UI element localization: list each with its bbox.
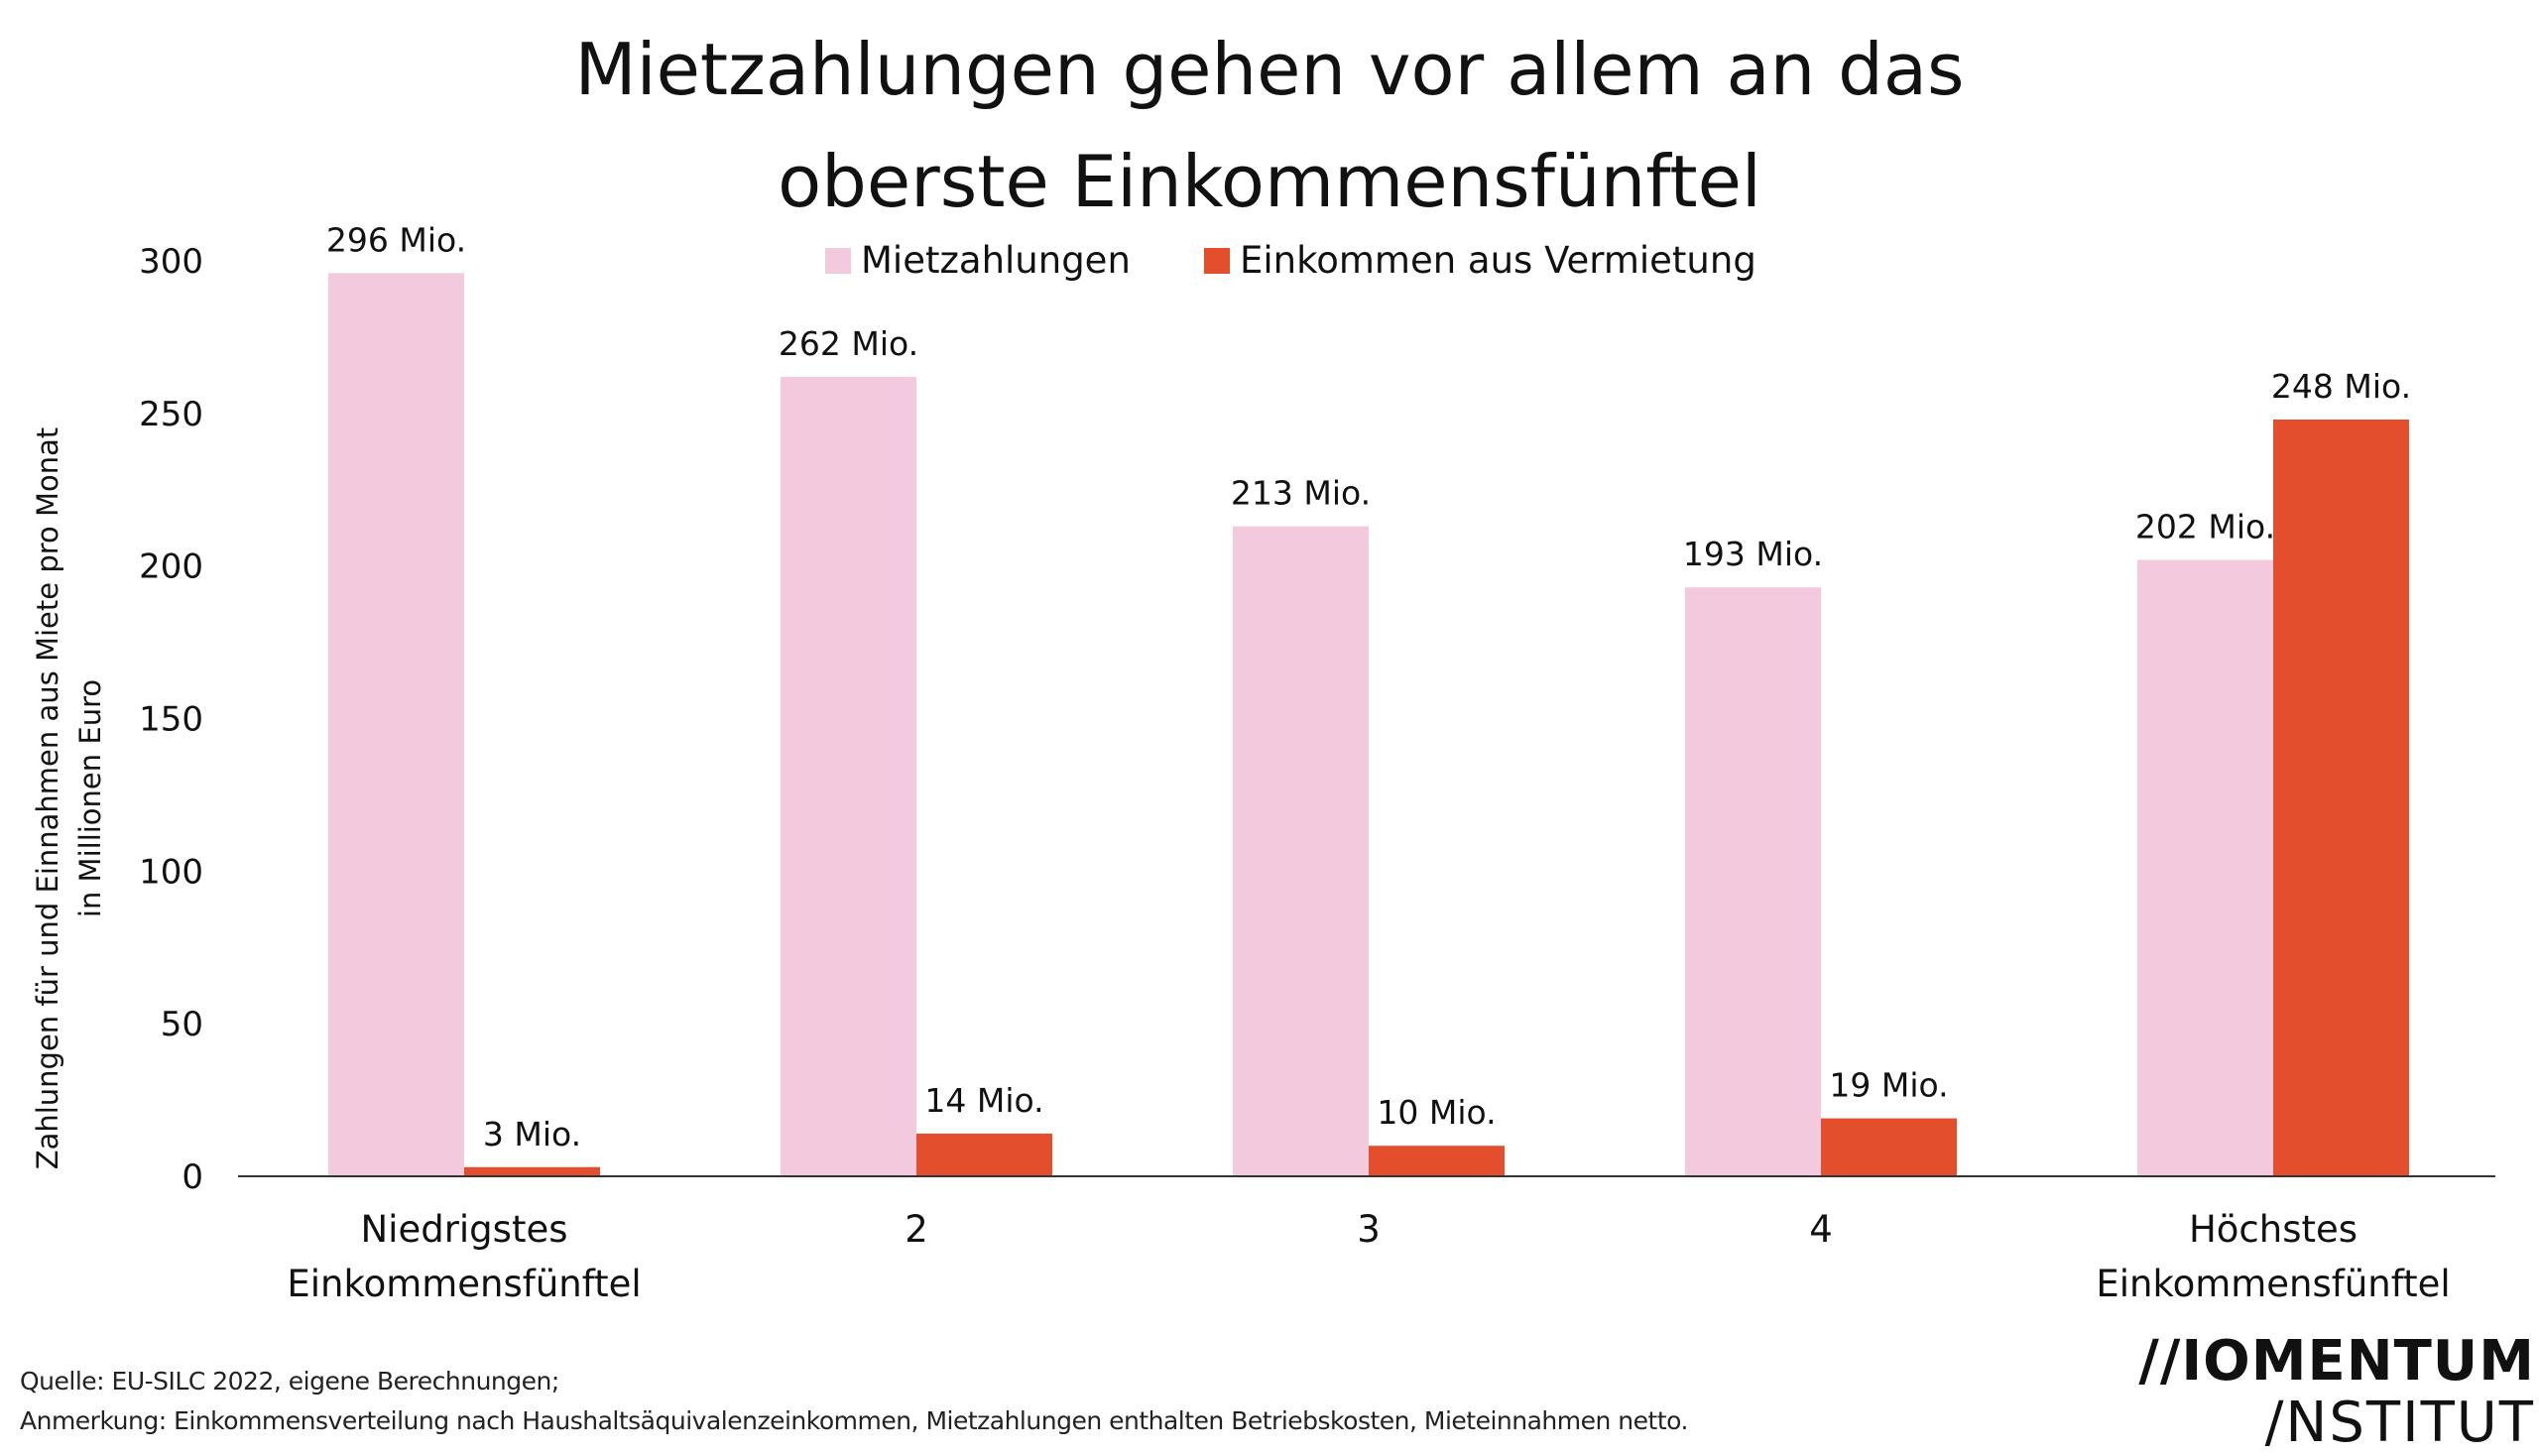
momentum-logo-line-2: /NSTITUT xyxy=(2264,1391,2535,1455)
bar-mietzahlungen-4 xyxy=(1685,587,1821,1176)
y-tick-label: 150 xyxy=(139,700,203,740)
x-tick-label-3: 3 xyxy=(1357,1208,1381,1251)
legend-label-1: Mietzahlungen xyxy=(861,239,1131,282)
data-label-einkommen-vermietung-4: 19 Mio. xyxy=(1829,1066,1948,1105)
momentum-logo-line-1: //IOMENTUM xyxy=(2138,1329,2535,1394)
source-note: Quelle: EU-SILC 2022, eigene Berechnunge… xyxy=(20,1367,559,1395)
bar-einkommen-vermietung-2 xyxy=(916,1133,1052,1176)
legend: Mietzahlungen Einkommen aus Vermietung xyxy=(825,239,1756,282)
bars xyxy=(328,273,2409,1177)
x-tick-label-5-line-1: Höchstes xyxy=(2189,1208,2358,1251)
bar-mietzahlungen-5 xyxy=(2137,559,2273,1176)
y-tick-label: 100 xyxy=(139,852,203,892)
legend-swatch-2 xyxy=(1204,248,1230,274)
chart-title-line-2: oberste Einkommensfünftel xyxy=(778,140,1761,223)
bar-mietzahlungen-1 xyxy=(328,273,464,1177)
x-tick-label-2: 2 xyxy=(905,1208,928,1251)
y-axis-label-line-1: Zahlungen für und Einnahmen aus Miete pr… xyxy=(31,427,64,1170)
data-labels: 296 Mio. 3 Mio. 262 Mio. 14 Mio. 213 Mio. 10 … xyxy=(326,220,2411,1153)
data-label-einkommen-vermietung-3: 10 Mio. xyxy=(1377,1093,1496,1132)
y-tick-label: 300 xyxy=(139,242,203,282)
x-tick-label-1-line-2: Einkommensfünftel xyxy=(287,1263,641,1305)
bar-mietzahlungen-2 xyxy=(781,376,916,1176)
data-label-mietzahlungen-2: 262 Mio. xyxy=(779,324,918,363)
y-axis: 0 50 100 150 200 250 300 xyxy=(139,242,203,1197)
bar-einkommen-vermietung-1 xyxy=(464,1166,600,1176)
bar-einkommen-vermietung-3 xyxy=(1369,1146,1505,1176)
x-tick-label-1-line-1: Niedrigstes xyxy=(360,1208,567,1251)
y-axis-label-line-2: in Millionen Euro xyxy=(73,679,107,917)
data-label-mietzahlungen-3: 213 Mio. xyxy=(1231,474,1371,513)
x-tick-label-5-line-2: Einkommensfünftel xyxy=(2096,1263,2450,1305)
y-axis-label: Zahlungen für und Einnahmen aus Miete pr… xyxy=(31,427,107,1170)
x-tick-label-4: 4 xyxy=(1809,1208,1833,1251)
data-label-einkommen-vermietung-2: 14 Mio. xyxy=(924,1081,1043,1120)
x-axis: Niedrigstes Einkommensfünftel 2 3 4 Höchstes E… xyxy=(287,1208,2450,1305)
y-tick-label: 0 xyxy=(181,1157,203,1197)
y-tick-label: 200 xyxy=(139,547,203,587)
bar-mietzahlungen-3 xyxy=(1233,526,1369,1176)
data-label-mietzahlungen-5: 202 Mio. xyxy=(2135,508,2275,546)
data-label-einkommen-vermietung-5: 248 Mio. xyxy=(2271,367,2411,406)
data-label-mietzahlungen-1: 296 Mio. xyxy=(326,220,466,259)
chart-title: Mietzahlungen gehen vor allem an das obe… xyxy=(574,28,1964,223)
bar-einkommen-vermietung-4 xyxy=(1821,1118,1957,1176)
data-label-einkommen-vermietung-1: 3 Mio. xyxy=(483,1115,581,1153)
legend-swatch-1 xyxy=(825,248,851,274)
data-label-mietzahlungen-4: 193 Mio. xyxy=(1683,535,1823,573)
y-tick-label: 250 xyxy=(139,395,203,434)
chart-title-line-1: Mietzahlungen gehen vor allem an das xyxy=(574,28,1964,111)
remark-note: Anmerkung: Einkommensverteilung nach Hau… xyxy=(20,1406,1688,1435)
legend-label-2: Einkommen aus Vermietung xyxy=(1240,239,1756,282)
bar-einkommen-vermietung-5 xyxy=(2273,419,2409,1176)
y-tick-label: 50 xyxy=(161,1005,203,1044)
